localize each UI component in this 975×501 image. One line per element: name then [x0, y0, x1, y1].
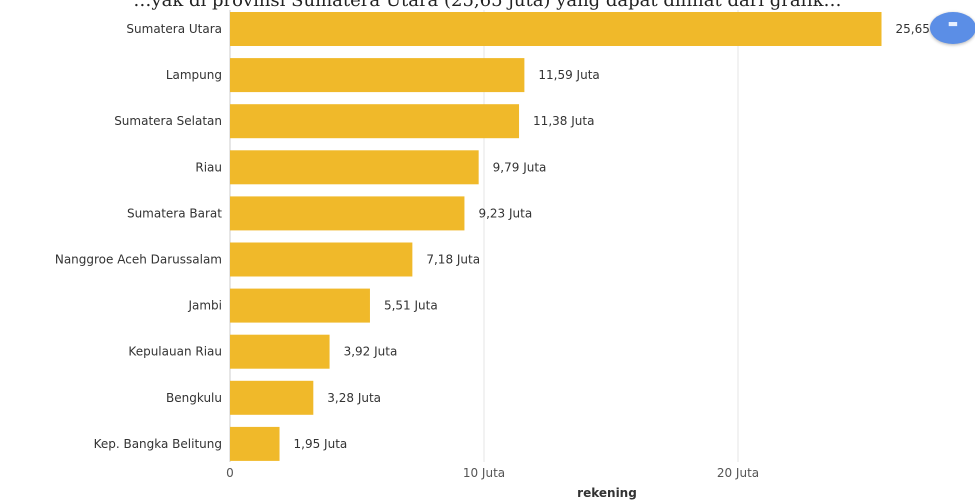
bar[interactable]: [230, 12, 882, 46]
comment-fab-button[interactable]: ▬: [930, 12, 975, 44]
value-label: 9,23 Juta: [478, 206, 532, 220]
x-axis-ticks: 0 10 Juta 20 Juta: [226, 466, 759, 480]
cropped-caption-text: …yak di provinsi Sumatera Utara (25,65 j…: [0, 0, 975, 14]
category-label: Kepulauan Riau: [128, 345, 222, 359]
value-label: 3,92 Juta: [344, 345, 398, 359]
x-axis-title: rekening: [577, 486, 637, 500]
x-tick-label: 20 Juta: [717, 466, 759, 480]
category-label: Sumatera Utara: [126, 22, 222, 36]
value-label: 11,59 Juta: [538, 68, 599, 82]
category-labels: Sumatera Utara Lampung Sumatera Selatan Ria…: [55, 22, 222, 451]
category-label: Lampung: [166, 68, 222, 82]
category-label: Nanggroe Aceh Darussalam: [55, 253, 222, 267]
bar[interactable]: [230, 288, 370, 323]
value-label: 1,95 Juta: [294, 437, 348, 451]
x-tick-label: 0: [226, 466, 234, 480]
value-label: 11,38 Juta: [533, 114, 594, 128]
category-label: Sumatera Barat: [127, 206, 222, 220]
value-label: 7,18 Juta: [426, 253, 480, 267]
category-label: Sumatera Selatan: [114, 114, 222, 128]
bar[interactable]: [230, 58, 525, 93]
value-label: 3,28 Juta: [327, 391, 381, 405]
bar[interactable]: [230, 104, 520, 139]
category-label: Kep. Bangka Belitung: [94, 437, 222, 451]
category-label: Riau: [195, 160, 222, 174]
category-label: Bengkulu: [166, 391, 222, 405]
caption-text: …yak di provinsi Sumatera Utara (25,65 j…: [133, 0, 842, 11]
bar[interactable]: [230, 334, 330, 369]
bar[interactable]: [230, 426, 280, 461]
bar[interactable]: [230, 242, 413, 277]
bars: [230, 12, 882, 461]
value-label: 9,79 Juta: [493, 160, 547, 174]
bar[interactable]: [230, 196, 465, 231]
x-tick-label: 10 Juta: [463, 466, 505, 480]
bar[interactable]: [230, 150, 479, 185]
bar[interactable]: [230, 380, 314, 415]
category-label: Jambi: [187, 299, 222, 313]
value-label: 5,51 Juta: [384, 299, 438, 313]
comment-icon: ▬: [947, 17, 959, 30]
